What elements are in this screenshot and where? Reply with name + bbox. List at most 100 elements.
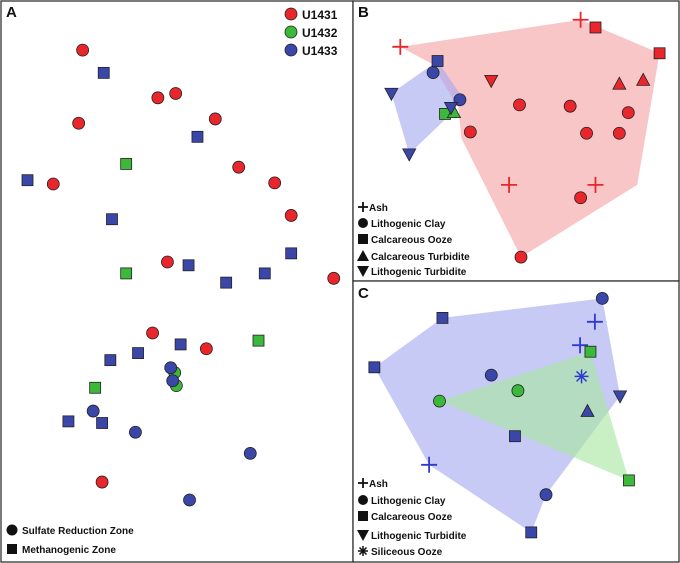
panel-a-point-9 (161, 255, 174, 269)
panel-a-plot (21, 43, 341, 507)
panel-b-point-3 (587, 176, 604, 193)
legend-label-u1433: U1433 (302, 44, 338, 58)
panel-b-legend-calc-turbidite: Calcareous Turbidite (371, 252, 470, 263)
panel-b-legend-ash: Ash (369, 203, 388, 214)
legend-marker-u1431 (284, 7, 298, 21)
panel-c-legend-siliceous: Siliceous Ooze (371, 547, 443, 558)
panel-a-point-24 (252, 334, 265, 347)
panel-b-point-8 (621, 106, 635, 120)
panel-a-point-12 (199, 342, 213, 356)
panel-a-point-25 (89, 381, 102, 394)
panel-b-point-16 (653, 47, 666, 60)
panel-c-legend: Ash Lithogenic Clay Calcareous Ooze Lith… (357, 478, 467, 558)
panel-a-point-22 (120, 158, 133, 170)
square-icon (7, 544, 17, 554)
panel-b-legend-ooze: Calcareous Ooze (371, 235, 453, 246)
legend-label-u1432: U1432 (302, 26, 338, 40)
panel-b-legend-lith-turbidite: Lithogenic Turbidite (371, 267, 467, 278)
panel-c-point-9 (368, 361, 381, 374)
panel-a-point-3 (72, 116, 86, 130)
panel-a-point-16 (164, 361, 178, 375)
asterisk-icon (358, 546, 368, 556)
panel-c-point-10 (584, 345, 597, 358)
panel-c-point-0 (572, 337, 589, 354)
square-icon (358, 511, 368, 521)
legend-marker-u1432 (284, 25, 298, 39)
panel-a-point-35 (132, 347, 144, 359)
panel-b-point-2 (501, 176, 518, 193)
panel-c-point-8 (436, 311, 449, 324)
panel-a-point-34 (174, 338, 187, 351)
panel-a-point-27 (191, 130, 204, 143)
panel-a-point-30 (285, 247, 298, 260)
panel-b-point-4 (426, 66, 440, 80)
panel-c-point-14 (580, 403, 595, 417)
panel-b-point-6 (513, 98, 526, 112)
panel-c-point-3 (595, 291, 609, 305)
panel-b-title: B (358, 4, 369, 21)
panel-c-point-13 (525, 526, 538, 539)
panel-b-point-7 (563, 99, 577, 113)
panel-c-point-12 (623, 474, 635, 487)
zone-legend-methanogenic: Methanogenic Zone (22, 545, 116, 556)
panel-a-point-26 (97, 66, 110, 79)
panel-b-point-19 (612, 76, 627, 90)
panel-a-point-0 (76, 43, 90, 57)
panel-b-point-11 (612, 126, 626, 140)
panel-b-point-23 (443, 102, 459, 116)
panel-b-point-10 (580, 126, 593, 140)
circle-icon (6, 524, 18, 536)
panel-b-point-20 (636, 72, 651, 86)
panel-a-point-6 (46, 177, 60, 191)
panel-c-hull-1 (439, 351, 629, 481)
panel-c-point-4 (484, 368, 498, 382)
panel-a-point-2 (169, 87, 183, 100)
panel-a-frame (0, 0, 354, 563)
zone-legend: Sulfate Reduction Zone Methanogenic Zone (6, 524, 134, 556)
legend-marker-u1433 (284, 43, 298, 57)
zone-legend-sulfate: Sulfate Reduction Zone (22, 526, 134, 537)
panel-c-title: C (358, 285, 369, 302)
panel-c-point-5 (433, 394, 446, 408)
panel-a-point-10 (327, 271, 341, 285)
panel-a-point-28 (21, 174, 34, 187)
panel-b-point-15 (589, 21, 602, 34)
panel-b-point-1 (572, 11, 589, 28)
panel-c-legend-lith-turbidite: Lithogenic Turbidite (371, 531, 467, 542)
panel-b-hull-0 (400, 19, 660, 258)
panel-b-hull-1 (391, 61, 462, 154)
cross-icon (358, 202, 368, 212)
panel-a-title: A (6, 4, 17, 21)
panel-b-plot (384, 11, 666, 264)
panel-c-point-15 (612, 390, 628, 404)
panel-b-legend: Ash Lithogenic Clay Calcareous Ooze Calc… (357, 202, 470, 278)
panel-c-point-1 (586, 313, 603, 330)
panel-a-point-11 (146, 326, 159, 340)
panel-c-legend-ooze: Calcareous Ooze (371, 512, 453, 523)
panel-a-point-23 (120, 267, 133, 280)
panel-c-plot (368, 291, 635, 539)
panel-c-legend-ash: Ash (369, 479, 388, 490)
panel-a-point-20 (243, 446, 257, 460)
panel-a-point-21 (183, 493, 196, 507)
panel-b-point-9 (463, 125, 477, 139)
panel-a-point-36 (104, 354, 117, 367)
panel-c-point-11 (509, 430, 521, 443)
panel-a-point-8 (284, 209, 298, 222)
circle-icon (358, 218, 368, 228)
panel-a-point-4 (208, 112, 222, 126)
circle-icon (358, 495, 368, 505)
panel-a-point-29 (106, 213, 118, 226)
panel-c-legend-clay: Lithogenic Clay (371, 496, 446, 507)
panel-c-point-6 (511, 384, 525, 398)
panel-a-point-7 (268, 176, 282, 190)
panel-a-point-5 (232, 160, 246, 174)
panel-c-point-2 (421, 456, 438, 473)
panel-a-point-17 (166, 374, 180, 388)
panel-b-point-13 (514, 250, 528, 264)
panel-a-point-33 (220, 276, 233, 289)
cross-icon (358, 478, 368, 488)
panel-a-point-18 (86, 404, 100, 418)
legend-label-u1431: U1431 (302, 8, 338, 22)
triangle-down-icon (357, 266, 369, 277)
